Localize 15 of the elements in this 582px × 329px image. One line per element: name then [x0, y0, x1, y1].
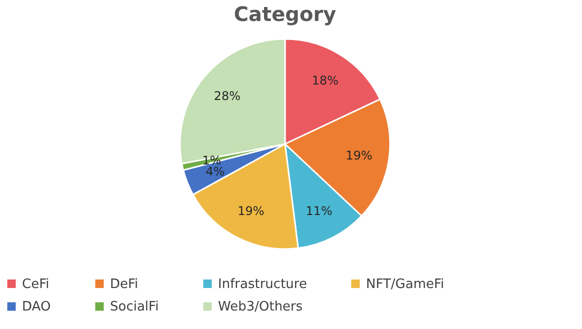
legend-label: Web3/Others	[218, 300, 303, 314]
data-label: 4%	[206, 164, 225, 179]
legend-label: DeFi	[110, 276, 138, 292]
legend-label: NFT/GameFi	[366, 276, 444, 292]
data-label: 1%	[202, 153, 222, 168]
legend-label: Infrastructure	[218, 276, 307, 292]
legend-label: CeFi	[22, 276, 50, 292]
data-label: 19%	[346, 148, 372, 163]
data-label: 28%	[214, 89, 241, 104]
chart-title: Category	[234, 2, 336, 26]
data-label: 18%	[312, 74, 339, 88]
data-label: 11%	[306, 204, 332, 218]
legend-label: SocialFi	[110, 300, 159, 314]
data-label: 19%	[238, 204, 264, 218]
legend-label: DAO	[22, 300, 51, 314]
